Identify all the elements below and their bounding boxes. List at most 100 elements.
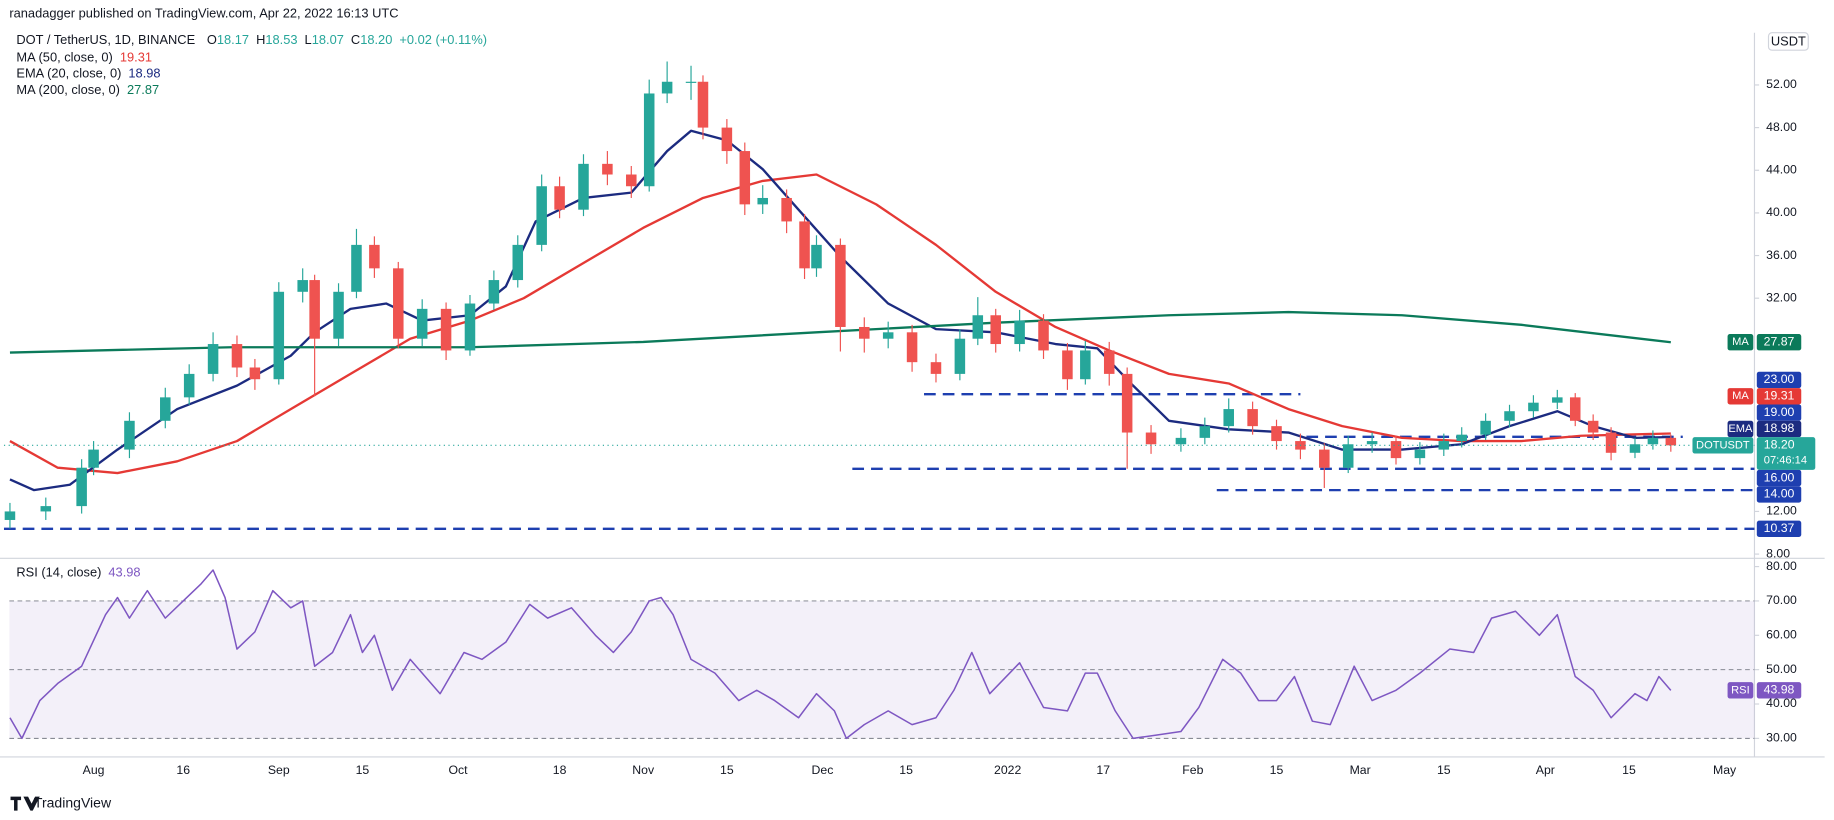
ohlc-value: 18.17 — [217, 32, 249, 47]
candle-body — [602, 163, 613, 175]
candle-body — [1480, 420, 1491, 435]
ohlc-value: 18.53 — [265, 32, 297, 47]
x-tick-label: 15 — [720, 763, 734, 777]
candle-body — [88, 449, 99, 468]
candle-body — [1103, 350, 1115, 374]
y-tick-label: 36.00 — [1766, 248, 1797, 262]
candle-body — [1038, 320, 1049, 351]
candle-body — [697, 81, 709, 128]
level-label: 10.37 — [1764, 521, 1795, 535]
ohlc-value: 18.20 — [360, 32, 392, 47]
level-label: 23.00 — [1764, 372, 1795, 386]
candle-body — [1456, 434, 1467, 442]
candle-body — [183, 373, 195, 398]
candle-body — [1587, 420, 1599, 433]
legend-entry: MA (200, close, 0) 27.87 — [16, 83, 159, 98]
ma-tag: EMA — [1728, 423, 1753, 435]
x-tick-label: 15 — [1437, 763, 1451, 777]
candle-body — [1665, 437, 1677, 446]
brand-icon — [10, 796, 40, 811]
candle-body — [1629, 444, 1641, 453]
candle-body — [799, 221, 810, 269]
rsi-legend: RSI (14, close) 43.98 — [16, 565, 140, 580]
y-tick-label: 12.00 — [1766, 504, 1797, 518]
x-tick-label: May — [1713, 763, 1737, 777]
candle-body — [416, 308, 428, 339]
candle-body — [1271, 426, 1282, 442]
x-tick-label: Aug — [83, 763, 105, 777]
candle-body — [990, 315, 1001, 345]
ma-line — [9, 173, 1671, 475]
ma-tag-box — [1727, 334, 1754, 351]
candle-body — [835, 244, 846, 327]
candle-body — [1014, 320, 1025, 345]
legend-entry: MA (50, close, 0) 19.31 — [16, 50, 152, 65]
change: +0.02 (+0.11%) — [399, 32, 487, 47]
candle-body — [1121, 373, 1133, 433]
candle-body — [464, 303, 476, 351]
candle-body — [1647, 437, 1659, 445]
candle-body — [297, 280, 308, 292]
symbol-tag: DOTUSDT — [1696, 439, 1750, 451]
candle-body — [536, 186, 547, 245]
ohlc-label: L — [305, 32, 312, 47]
candle-body — [882, 332, 894, 339]
x-tick-label: 17 — [1096, 763, 1110, 777]
candle-body — [333, 291, 344, 339]
currency: USDT — [1771, 33, 1806, 48]
x-tick-label: Nov — [632, 763, 655, 777]
ohlc-label: H — [256, 32, 265, 47]
x-tick-label: Mar — [1350, 763, 1371, 777]
x-tick-label: 18 — [553, 763, 567, 777]
y-tick-label: 50.00 — [1766, 662, 1797, 676]
candle-body — [124, 420, 135, 450]
brand-logo: TradingView — [10, 794, 112, 811]
rsi-value: 43.98 — [1764, 683, 1795, 697]
y-tick-label: 32.00 — [1766, 290, 1797, 304]
x-tick-label: 15 — [356, 763, 370, 777]
level-label: 16.00 — [1764, 470, 1795, 484]
x-tick-label: 15 — [899, 763, 913, 777]
candle-body — [554, 186, 565, 210]
ma-tag: MA — [1732, 390, 1749, 402]
candle-body — [249, 367, 261, 380]
candle-body — [393, 268, 404, 339]
candle-body — [954, 338, 966, 374]
level-label-box — [1756, 469, 1802, 487]
candle-body — [1080, 350, 1091, 380]
legend-value: 18.98 — [128, 66, 160, 81]
legend-entry: EMA (20, close, 0) 18.98 — [16, 66, 160, 81]
legend-value: 27.87 — [127, 83, 159, 98]
candle-body — [1390, 441, 1402, 459]
ma-tag-box — [1727, 388, 1754, 405]
legend-name: EMA (20, close, 0) — [16, 66, 121, 81]
candle-body — [231, 344, 243, 368]
candle-body — [1414, 449, 1426, 459]
candle-body — [351, 244, 362, 292]
y-tick-label: 40.00 — [1766, 696, 1797, 710]
candle-body — [4, 511, 16, 520]
candle-body — [1223, 409, 1234, 427]
candle-body — [1175, 437, 1187, 445]
candle-body — [906, 332, 918, 363]
level-label-box — [1756, 520, 1802, 537]
y-tick-label: 30.00 — [1766, 731, 1797, 745]
x-tick-label: 16 — [176, 763, 190, 777]
x-tick-label: Sep — [268, 763, 290, 777]
candle-body — [1342, 444, 1354, 468]
ma-value: 18.98 — [1764, 421, 1795, 435]
rsi-title: RSI (14, close) — [16, 565, 101, 580]
candle-body — [1199, 426, 1211, 438]
y-tick-label: 8.00 — [1766, 546, 1790, 560]
symbol: DOT / TetherUS, 1D, BINANCE — [16, 32, 195, 47]
rsi-tag: RSI — [1731, 684, 1750, 696]
candle-body — [1438, 441, 1450, 450]
candle-body — [1552, 397, 1563, 403]
ma-tag-box — [1727, 420, 1754, 438]
candle-body — [757, 197, 768, 205]
x-tick-label: 2022 — [994, 763, 1021, 777]
ma-value-box — [1756, 420, 1802, 438]
ma-value: 19.31 — [1764, 389, 1795, 403]
published-note: ranadagger published on TradingView.com,… — [9, 5, 398, 20]
